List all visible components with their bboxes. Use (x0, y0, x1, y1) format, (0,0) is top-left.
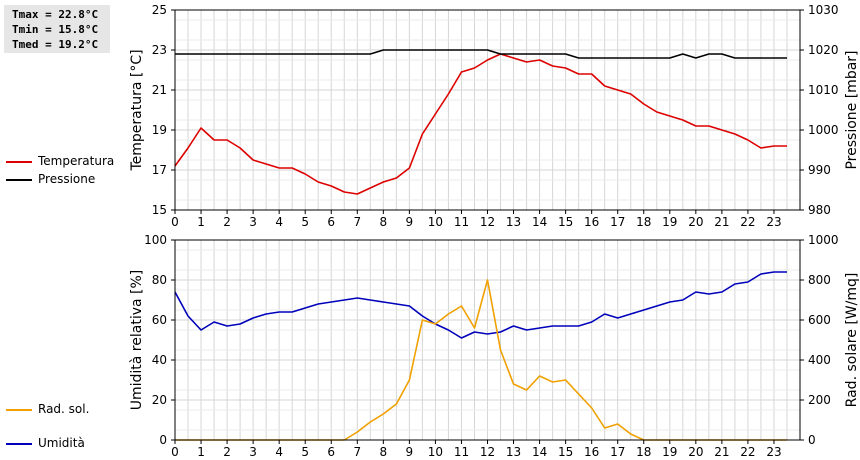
chart2-y-right-label: Rad. solare [W/mq] (844, 273, 860, 408)
legend-label-pressione: Pressione (38, 172, 96, 186)
chart1-y-left-tick-label: 23 (152, 43, 167, 57)
legend-swatch-umidita (6, 443, 32, 445)
legend-swatch-radsol (6, 409, 32, 411)
chart1-x-tick-label: 0 (171, 215, 179, 229)
chart1-x-tick-label: 12 (480, 215, 495, 229)
chart1-x-tick-label: 21 (714, 215, 729, 229)
chart2-x-tick-label: 6 (327, 445, 335, 459)
chart2-x-tick-label: 23 (766, 445, 781, 459)
chart1-x-tick-label: 16 (584, 215, 599, 229)
chart2-y-right-tick-label: 0 (808, 433, 816, 447)
chart2-y-left-tick-label: 80 (152, 273, 167, 287)
chart2-x-tick-label: 7 (353, 445, 361, 459)
chart1-y-left-tick-label: 21 (152, 83, 167, 97)
chart2-y-left-tick-label: 0 (159, 433, 167, 447)
chart1-x-tick-label: 23 (766, 215, 781, 229)
chart2-y-right-tick-label: 800 (808, 273, 831, 287)
tmin-label: Tmin = 15.8°C (12, 23, 99, 36)
chart2-x-tick-label: 2 (223, 445, 231, 459)
chart2-x-tick-label: 17 (610, 445, 625, 459)
chart1-y-right-tick-label: 1030 (808, 3, 839, 17)
chart1-x-tick-label: 11 (454, 215, 469, 229)
chart2-y-right-tick-label: 1000 (808, 233, 839, 247)
chart2-x-tick-label: 20 (688, 445, 703, 459)
chart2-x-tick-label: 18 (636, 445, 651, 459)
chart1-x-tick-label: 6 (327, 215, 335, 229)
chart1-x-tick-label: 9 (406, 215, 414, 229)
chart1-x-tick-label: 19 (662, 215, 677, 229)
chart1-x-tick-label: 5 (301, 215, 309, 229)
chart2-series-a-line (174, 271, 787, 339)
chart2-y-left-label: Umidità relativa [%] (129, 270, 145, 411)
tmed-label: Tmed = 19.2°C (12, 38, 99, 51)
chart1-series-b-line (175, 49, 787, 59)
chart2-x-tick-label: 9 (406, 445, 414, 459)
chart2-x-tick-label: 3 (249, 445, 257, 459)
chart2-y-left-tick-label: 20 (152, 393, 167, 407)
chart1-x-tick-label: 10 (428, 215, 443, 229)
chart2-y-right-tick-label: 400 (808, 353, 831, 367)
legend-swatch-temperatura (6, 161, 32, 163)
chart1-x-tick-label: 13 (506, 215, 521, 229)
chart2-x-tick-label: 1 (197, 445, 205, 459)
legend-label-radsol: Rad. sol. (38, 402, 90, 416)
chart2-series-b-line (175, 279, 787, 441)
chart1-y-right-tick-label: 980 (808, 203, 831, 217)
chart1-y-left-tick-label: 25 (152, 3, 167, 17)
chart1-x-tick-label: 22 (740, 215, 755, 229)
chart2-y-left-tick-label: 100 (144, 233, 167, 247)
legend-label-temperatura: Temperatura (38, 154, 115, 168)
chart2-x-tick-label: 15 (558, 445, 573, 459)
chart2-x-tick-label: 5 (301, 445, 309, 459)
chart1-x-tick-label: 3 (249, 215, 257, 229)
chart2-x-tick-label: 0 (171, 445, 179, 459)
chart1-y-left-tick-label: 15 (152, 203, 167, 217)
legend-swatch-pressione (6, 179, 32, 181)
chart1-x-tick-label: 1 (197, 215, 205, 229)
chart1-y-left-label: Temperatura [°C] (129, 49, 145, 171)
chart1-y-right-tick-label: 1020 (808, 43, 839, 57)
chart1-x-tick-label: 7 (353, 215, 361, 229)
chart1-x-tick-label: 20 (688, 215, 703, 229)
chart2-y-left-tick-label: 40 (152, 353, 167, 367)
chart2-x-tick-label: 22 (740, 445, 755, 459)
legend-label-umidita: Umidità (38, 436, 85, 450)
stats-box: Tmax = 22.8°C Tmin = 15.8°C Tmed = 19.2°… (4, 5, 110, 53)
chart2-y-right-tick-label: 600 (808, 313, 831, 327)
chart1-y-right-label: Pressione [mbar] (844, 50, 860, 169)
chart1-x-tick-label: 4 (275, 215, 283, 229)
chart1-y-right-tick-label: 1010 (808, 83, 839, 97)
chart2-x-tick-label: 14 (532, 445, 547, 459)
chart2-x-tick-label: 12 (480, 445, 495, 459)
chart2-x-tick-label: 21 (714, 445, 729, 459)
tmax-label: Tmax = 22.8°C (12, 8, 99, 21)
chart2-y-left-tick-label: 60 (152, 313, 167, 327)
chart2-y-right-tick-label: 200 (808, 393, 831, 407)
chart2-x-tick-label: 10 (428, 445, 443, 459)
chart2-x-tick-label: 4 (275, 445, 283, 459)
chart2-x-tick-label: 19 (662, 445, 677, 459)
chart1-series-a-line (174, 53, 787, 195)
chart1-x-tick-label: 2 (223, 215, 231, 229)
chart1-y-left-tick-label: 17 (152, 163, 167, 177)
chart1-x-tick-label: 17 (610, 215, 625, 229)
chart1-x-tick-label: 18 (636, 215, 651, 229)
chart1-x-tick-label: 14 (532, 215, 547, 229)
chart2-x-tick-label: 11 (454, 445, 469, 459)
chart1-y-left-tick-label: 19 (152, 123, 167, 137)
chart1-y-right-tick-label: 1000 (808, 123, 839, 137)
chart2-x-tick-label: 16 (584, 445, 599, 459)
chart1-x-tick-label: 8 (380, 215, 388, 229)
chart1-y-right-tick-label: 990 (808, 163, 831, 177)
chart2-x-tick-label: 13 (506, 445, 521, 459)
chart2-x-tick-label: 8 (380, 445, 388, 459)
chart1-x-tick-label: 15 (558, 215, 573, 229)
